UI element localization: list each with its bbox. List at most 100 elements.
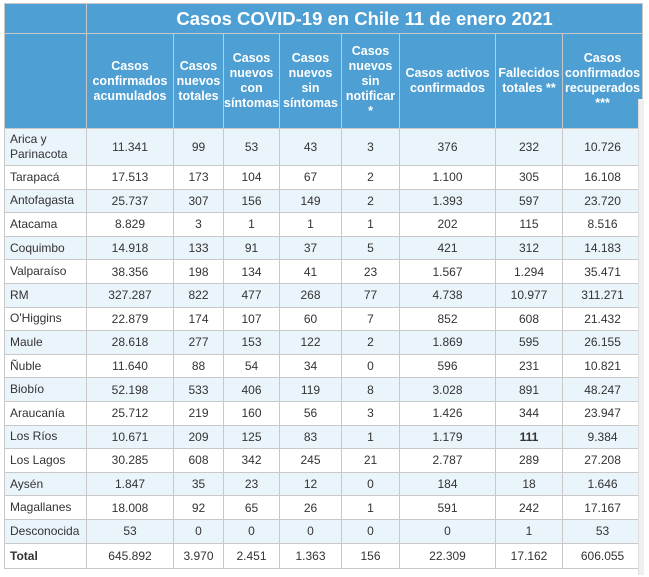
value-cell: 0 <box>173 518 224 544</box>
total-value-cell: 1.363 <box>279 542 342 569</box>
table-row: Maule 28.618 277 153 122 2 1.869 595 26.155 <box>4 330 644 355</box>
region-name-cell: Los Lagos <box>4 448 87 473</box>
value-cell: 111 <box>495 424 563 450</box>
value-cell: 16.108 <box>561 165 644 190</box>
value-cell: 26.155 <box>561 330 644 355</box>
value-cell: 10.821 <box>561 353 644 379</box>
value-cell: 231 <box>495 353 563 379</box>
value-cell: 0 <box>341 353 400 379</box>
value-cell: 149 <box>279 188 342 214</box>
total-value-cell: 645.892 <box>86 542 174 569</box>
vertical-scrollbar[interactable] <box>638 99 644 575</box>
value-cell: 591 <box>399 495 496 520</box>
value-cell: 1.869 <box>399 330 496 355</box>
table-row: Ñuble 11.640 88 54 34 0 596 231 10.821 <box>4 353 644 379</box>
value-cell: 209 <box>173 424 224 450</box>
value-cell: 608 <box>495 306 563 332</box>
total-label-cell: Total <box>4 542 87 569</box>
column-header: Casos confirmados acumulados <box>86 33 174 129</box>
table-row: Biobío 52.198 533 406 119 8 3.028 891 48.247 <box>4 377 644 402</box>
total-value-cell: 17.162 <box>495 542 563 569</box>
value-cell: 3 <box>173 212 224 237</box>
value-cell: 3 <box>341 128 400 166</box>
title-row: Casos COVID-19 en Chile 11 de enero 2021 <box>4 3 644 34</box>
region-name-cell: Magallanes <box>4 495 87 520</box>
value-cell: 3.028 <box>399 377 496 402</box>
value-cell: 0 <box>341 518 400 544</box>
value-cell: 133 <box>173 235 224 261</box>
table-row: Arica y Parinacota 11.341 99 53 43 3 376 232 10.… <box>4 128 644 166</box>
region-name-cell: Coquimbo <box>4 235 87 261</box>
value-cell: 219 <box>173 400 224 426</box>
value-cell: 92 <box>173 495 224 520</box>
value-cell: 406 <box>223 377 280 402</box>
value-cell: 242 <box>495 495 563 520</box>
value-cell: 38.356 <box>86 259 174 284</box>
value-cell: 477 <box>223 282 280 308</box>
value-cell: 342 <box>223 448 280 473</box>
value-cell: 1 <box>223 212 280 237</box>
value-cell: 21.432 <box>561 306 644 332</box>
value-cell: 0 <box>279 518 342 544</box>
total-value-cell: 3.970 <box>173 542 224 569</box>
table-row: Los Ríos 10.671 209 125 83 1 1.179 111 9.384 <box>4 424 644 450</box>
value-cell: 25.737 <box>86 188 174 214</box>
value-cell: 52.198 <box>86 377 174 402</box>
table-body: Arica y Parinacota 11.341 99 53 43 3 376 232 10.… <box>4 128 644 569</box>
value-cell: 2 <box>341 188 400 214</box>
value-cell: 8.516 <box>561 212 644 237</box>
value-cell: 174 <box>173 306 224 332</box>
value-cell: 305 <box>495 165 563 190</box>
region-name-cell: Araucanía <box>4 400 87 426</box>
value-cell: 12 <box>279 471 342 497</box>
column-header: Casos activos confirmados <box>399 33 496 129</box>
region-name-cell: Aysén <box>4 471 87 497</box>
value-cell: 1 <box>341 495 400 520</box>
value-cell: 8 <box>341 377 400 402</box>
value-cell: 153 <box>223 330 280 355</box>
value-cell: 122 <box>279 330 342 355</box>
region-name-cell: O'Higgins <box>4 306 87 332</box>
column-header: Casos nuevos sin síntomas <box>279 33 342 129</box>
value-cell: 23 <box>223 471 280 497</box>
region-name-cell: Valparaíso <box>4 259 87 284</box>
value-cell: 88 <box>173 353 224 379</box>
value-cell: 65 <box>223 495 280 520</box>
value-cell: 119 <box>279 377 342 402</box>
value-cell: 23 <box>341 259 400 284</box>
value-cell: 35.471 <box>561 259 644 284</box>
table-row: Aysén 1.847 35 23 12 0 184 18 1.646 <box>4 471 644 497</box>
table-row: Los Lagos 30.285 608 342 245 21 2.787 289 27.208 <box>4 448 644 473</box>
column-header: Casos confirmados recuperados *** <box>561 33 644 129</box>
region-name-cell: Biobío <box>4 377 87 402</box>
value-cell: 10.726 <box>561 128 644 166</box>
value-cell: 67 <box>279 165 342 190</box>
value-cell: 10.671 <box>86 424 174 450</box>
value-cell: 23.947 <box>561 400 644 426</box>
value-cell: 1 <box>341 212 400 237</box>
value-cell: 1.646 <box>561 471 644 497</box>
value-cell: 7 <box>341 306 400 332</box>
value-cell: 0 <box>341 471 400 497</box>
column-header: Fallecidos totales ** <box>495 33 563 129</box>
value-cell: 41 <box>279 259 342 284</box>
value-cell: 1.294 <box>495 259 563 284</box>
table-row: Tarapacá 17.513 173 104 67 2 1.100 305 16.108 <box>4 165 644 190</box>
value-cell: 2 <box>341 165 400 190</box>
table-row: Atacama 8.829 3 1 1 1 202 115 8.516 <box>4 212 644 237</box>
value-cell: 37 <box>279 235 342 261</box>
value-cell: 21 <box>341 448 400 473</box>
value-cell: 60 <box>279 306 342 332</box>
value-cell: 173 <box>173 165 224 190</box>
value-cell: 2 <box>341 330 400 355</box>
value-cell: 14.918 <box>86 235 174 261</box>
table-row: Coquimbo 14.918 133 91 37 5 421 312 14.183 <box>4 235 644 261</box>
value-cell: 56 <box>279 400 342 426</box>
value-cell: 9.384 <box>561 424 644 450</box>
title-corner-cell <box>4 3 87 34</box>
value-cell: 53 <box>561 518 644 544</box>
value-cell: 125 <box>223 424 280 450</box>
value-cell: 0 <box>223 518 280 544</box>
value-cell: 43 <box>279 128 342 166</box>
value-cell: 54 <box>223 353 280 379</box>
